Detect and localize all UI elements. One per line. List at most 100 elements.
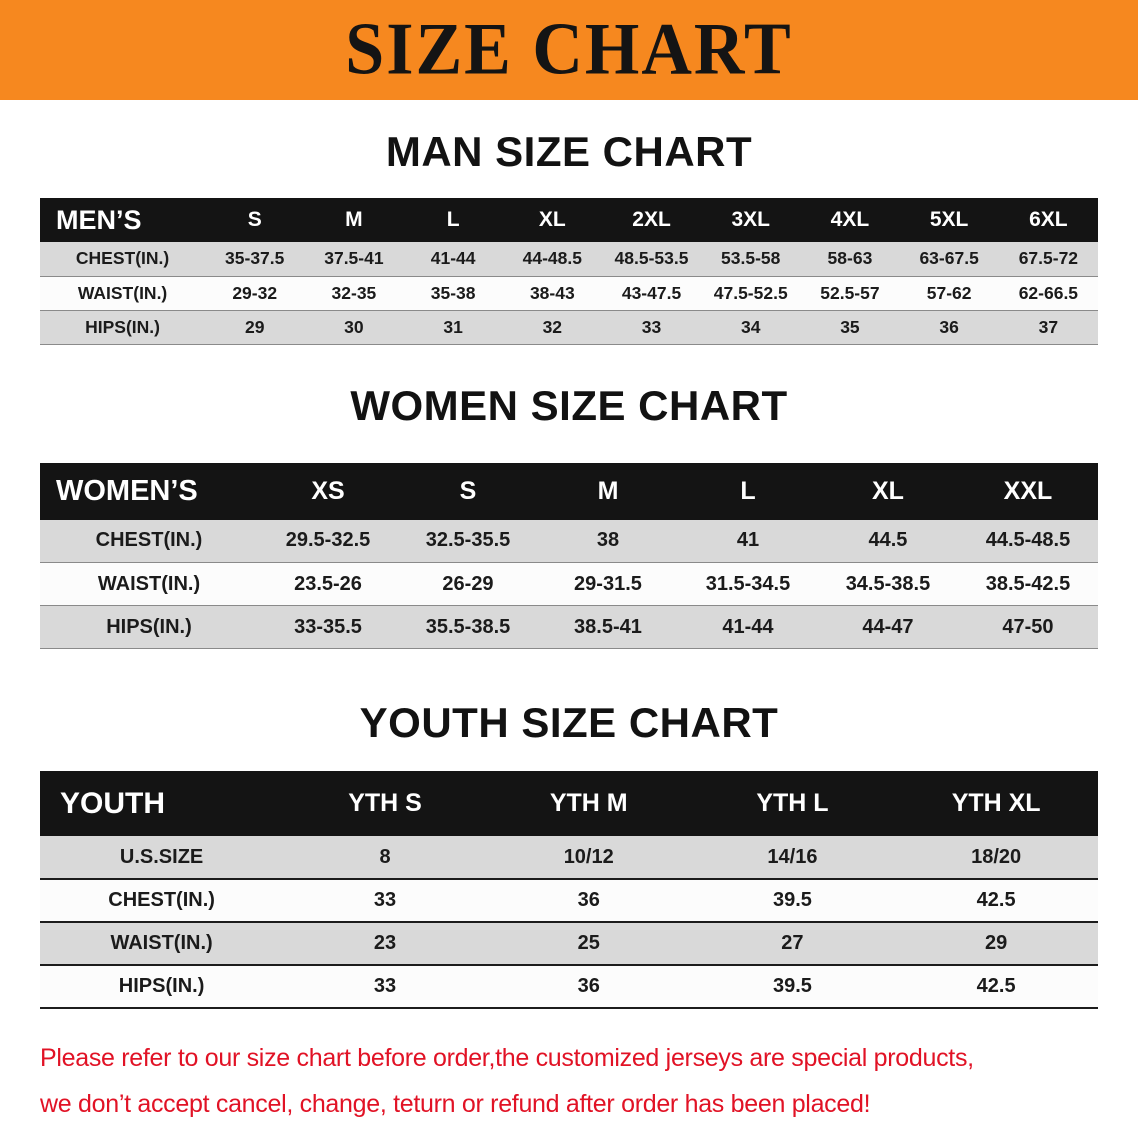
size-value: 36 bbox=[577, 975, 600, 997]
size-column-header: XXL bbox=[957, 462, 1098, 520]
size-value: 33 bbox=[373, 889, 397, 911]
size-column-header: XL bbox=[502, 198, 602, 242]
size-value: 43-47.5 bbox=[621, 282, 682, 303]
disclaimer-line-1: Please refer to our size chart before or… bbox=[40, 1044, 974, 1072]
measurement-label: CHEST(IN.) bbox=[75, 248, 170, 269]
size-value: 48.5-53.5 bbox=[614, 248, 689, 269]
size-value: 44-47 bbox=[862, 615, 914, 638]
size-value: 42.5 bbox=[976, 975, 1016, 997]
size-column-header: 6XL bbox=[998, 198, 1098, 242]
size-value: 44.5 bbox=[868, 529, 908, 552]
table-header-row: WOMEN’S XS S M L XL XXL bbox=[40, 462, 1098, 520]
size-value: 63-67.5 bbox=[919, 248, 979, 269]
size-column-header: L bbox=[677, 462, 818, 520]
size-value: 29-31.5 bbox=[574, 572, 642, 595]
size-column-header: 4XL bbox=[800, 198, 900, 242]
measurement-label: WAIST(IN.) bbox=[97, 572, 201, 595]
size-value: 35-37.5 bbox=[225, 248, 285, 269]
size-column-header: XL bbox=[817, 462, 958, 520]
table-row: WAIST(IN.) 23.5-26 26-29 29-31.5 31.5-34.5 34… bbox=[40, 562, 1098, 606]
size-column-header: S bbox=[398, 462, 538, 520]
men-size-section: MAN SIZE CHART MEN’S S M L XL 2XL 3XL 4XL 5XL 6XL… bbox=[0, 128, 1138, 345]
size-value: 34 bbox=[740, 316, 761, 337]
size-value: 27 bbox=[781, 932, 804, 954]
size-value: 41-44 bbox=[722, 615, 774, 638]
table-row: HIPS(IN.) 33-35.5 35.5-38.5 38.5-41 41-44 44-… bbox=[40, 605, 1098, 649]
size-column-header: YTH L bbox=[690, 771, 895, 836]
size-chart-banner: SIZE CHART bbox=[0, 0, 1138, 100]
size-value: 47-50 bbox=[1002, 615, 1054, 638]
size-value: 39.5 bbox=[772, 975, 812, 997]
size-value: 38.5-41 bbox=[574, 615, 642, 638]
women-size-table: WOMEN’S XS S M L XL XXL CHEST(IN.) 29.5-32.5 32.5… bbox=[40, 462, 1098, 650]
table-corner-label: WOMEN’S bbox=[40, 462, 259, 520]
size-value: 42.5 bbox=[976, 889, 1016, 911]
size-value: 29 bbox=[985, 932, 1008, 954]
size-value: 10/12 bbox=[563, 845, 614, 868]
measurement-label: U.S.SIZE bbox=[119, 845, 204, 868]
size-value: 38.5-42.5 bbox=[985, 572, 1071, 595]
measurement-label: WAIST(IN.) bbox=[77, 282, 168, 303]
women-size-section: WOMEN SIZE CHART WOMEN’S XS S M L XL XXL CHEST(… bbox=[0, 382, 1138, 650]
size-value: 62-66.5 bbox=[1018, 282, 1079, 303]
measurement-label: HIPS(IN.) bbox=[118, 975, 205, 997]
men-size-table: MEN’S S M L XL 2XL 3XL 4XL 5XL 6XL CHEST(IN.) 35-37… bbox=[40, 198, 1098, 345]
size-value: 8 bbox=[379, 845, 391, 868]
size-column-header: 5XL bbox=[899, 198, 999, 242]
youth-size-table: YOUTH YTH S YTH M YTH L YTH XL U.S.SIZE 8 10/12… bbox=[40, 771, 1098, 1009]
youth-size-section: YOUTH SIZE CHART YOUTH YTH S YTH M YTH L YTH… bbox=[0, 699, 1138, 1009]
size-value: 39.5 bbox=[772, 889, 812, 911]
size-value: 57-62 bbox=[926, 282, 972, 303]
table-corner-label: MEN’S bbox=[40, 198, 206, 242]
size-column-header: 3XL bbox=[701, 198, 801, 242]
size-value: 31 bbox=[443, 316, 463, 337]
size-value: 41 bbox=[736, 529, 760, 552]
size-value: 23.5-26 bbox=[294, 572, 362, 595]
measurement-label: CHEST(IN.) bbox=[95, 529, 203, 552]
size-value: 37.5-41 bbox=[324, 248, 384, 269]
size-value: 38 bbox=[596, 529, 620, 552]
size-value: 35-38 bbox=[430, 282, 476, 303]
size-value: 18/20 bbox=[971, 845, 1022, 868]
table-row: CHEST(IN.) 29.5-32.5 32.5-35.5 38 41 44.5 44.5… bbox=[40, 519, 1098, 563]
size-value: 26-29 bbox=[442, 572, 494, 595]
size-column-header: 2XL bbox=[601, 198, 702, 242]
size-value: 34.5-38.5 bbox=[845, 572, 931, 595]
measurement-label: WAIST(IN.) bbox=[110, 932, 213, 954]
size-column-header: YTH M bbox=[486, 771, 691, 836]
size-value: 67.5-72 bbox=[1018, 248, 1079, 269]
size-value: 38-43 bbox=[529, 282, 575, 303]
size-value: 33 bbox=[373, 975, 397, 997]
banner-title: SIZE CHART bbox=[345, 8, 793, 91]
table-header-row: YOUTH YTH S YTH M YTH L YTH XL bbox=[40, 771, 1098, 836]
size-value: 29 bbox=[244, 316, 265, 337]
size-value: 44.5-48.5 bbox=[985, 529, 1071, 552]
size-value: 14/16 bbox=[767, 845, 818, 868]
size-column-header: YTH S bbox=[283, 771, 487, 836]
size-value: 36 bbox=[577, 889, 600, 911]
table-row: HIPS(IN.) 29 30 31 32 33 34 35 36 37 bbox=[40, 310, 1098, 344]
size-value: 29-32 bbox=[232, 282, 278, 303]
size-value: 36 bbox=[939, 316, 959, 337]
table-row: CHEST(IN.) 33 36 39.5 42.5 bbox=[40, 879, 1098, 922]
table-header-row: MEN’S S M L XL 2XL 3XL 4XL 5XL 6XL bbox=[40, 198, 1098, 242]
size-value: 35.5-38.5 bbox=[425, 615, 511, 638]
size-value: 23 bbox=[373, 932, 397, 954]
disclaimer-line-2: we don’t accept cancel, change, teturn o… bbox=[40, 1090, 871, 1118]
size-value: 33 bbox=[641, 316, 662, 337]
size-value: 44-48.5 bbox=[522, 248, 582, 269]
size-column-header: XS bbox=[258, 462, 398, 520]
men-section-heading: MAN SIZE CHART bbox=[385, 128, 753, 175]
size-column-header: YTH XL bbox=[894, 771, 1098, 836]
size-value: 30 bbox=[344, 316, 364, 337]
disclaimer: Please refer to our size chart before or… bbox=[40, 1035, 1118, 1127]
size-value: 25 bbox=[577, 932, 600, 954]
size-value: 53.5-58 bbox=[721, 248, 781, 269]
table-row: U.S.SIZE 8 10/12 14/16 18/20 bbox=[40, 836, 1098, 879]
size-column-header: M bbox=[304, 198, 404, 242]
size-column-header: L bbox=[403, 198, 503, 242]
size-value: 47.5-52.5 bbox=[713, 282, 788, 303]
youth-section-heading: YOUTH SIZE CHART bbox=[359, 699, 779, 746]
table-row: HIPS(IN.) 33 36 39.5 42.5 bbox=[40, 965, 1098, 1008]
table-row: WAIST(IN.) 23 25 27 29 bbox=[40, 922, 1098, 965]
